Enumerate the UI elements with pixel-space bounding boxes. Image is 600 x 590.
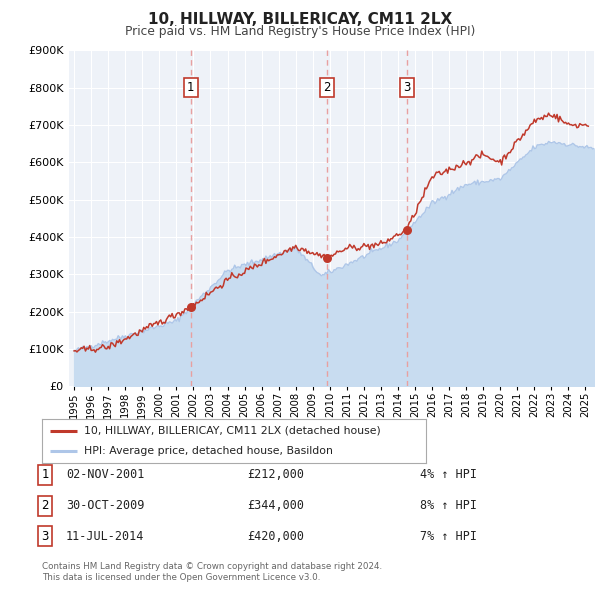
Text: 10, HILLWAY, BILLERICAY, CM11 2LX: 10, HILLWAY, BILLERICAY, CM11 2LX <box>148 12 452 27</box>
Text: 02-NOV-2001: 02-NOV-2001 <box>66 468 144 481</box>
Text: This data is licensed under the Open Government Licence v3.0.: This data is licensed under the Open Gov… <box>42 573 320 582</box>
Text: Contains HM Land Registry data © Crown copyright and database right 2024.: Contains HM Land Registry data © Crown c… <box>42 562 382 571</box>
Text: HPI: Average price, detached house, Basildon: HPI: Average price, detached house, Basi… <box>84 446 333 456</box>
Text: 2: 2 <box>41 499 49 512</box>
Text: 1: 1 <box>41 468 49 481</box>
Text: Price paid vs. HM Land Registry's House Price Index (HPI): Price paid vs. HM Land Registry's House … <box>125 25 475 38</box>
Text: 10, HILLWAY, BILLERICAY, CM11 2LX (detached house): 10, HILLWAY, BILLERICAY, CM11 2LX (detac… <box>84 426 381 436</box>
Text: 30-OCT-2009: 30-OCT-2009 <box>66 499 144 512</box>
Text: 3: 3 <box>403 81 410 94</box>
Text: £420,000: £420,000 <box>248 530 305 543</box>
Text: 4% ↑ HPI: 4% ↑ HPI <box>420 468 477 481</box>
Text: 8% ↑ HPI: 8% ↑ HPI <box>420 499 477 512</box>
Text: 7% ↑ HPI: 7% ↑ HPI <box>420 530 477 543</box>
Text: 1: 1 <box>187 81 194 94</box>
Text: £212,000: £212,000 <box>248 468 305 481</box>
Text: 3: 3 <box>41 530 49 543</box>
Text: 11-JUL-2014: 11-JUL-2014 <box>66 530 144 543</box>
Text: £344,000: £344,000 <box>248 499 305 512</box>
Text: 2: 2 <box>323 81 331 94</box>
